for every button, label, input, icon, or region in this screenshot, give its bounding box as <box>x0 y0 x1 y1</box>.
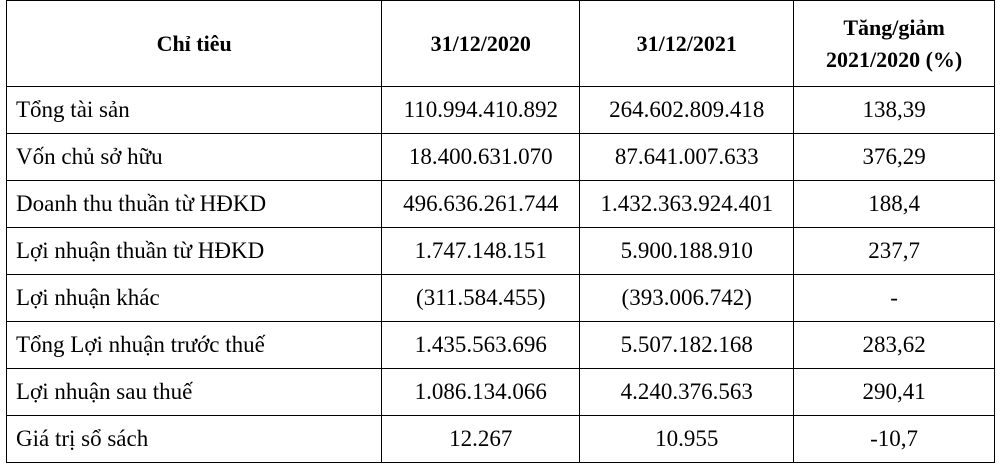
table-row: Lợi nhuận sau thuế 1.086.134.066 4.240.3… <box>5 368 995 416</box>
header-2021: 31/12/2021 <box>579 0 795 87</box>
value-change: 283,62 <box>793 321 995 369</box>
value-2020: 12.267 <box>381 415 581 463</box>
value-change: - <box>793 274 995 322</box>
value-2021: 87.641.007.633 <box>579 133 795 181</box>
value-2021: 10.955 <box>579 415 795 463</box>
value-2020: 110.994.410.892 <box>381 86 581 134</box>
value-2021: 264.602.809.418 <box>579 86 795 134</box>
header-indicator: Chỉ tiêu <box>5 0 383 87</box>
value-2021: 1.432.363.924.401 <box>579 180 795 228</box>
table-row: Tổng tài sản 110.994.410.892 264.602.809… <box>5 86 995 134</box>
value-2020: 18.400.631.070 <box>381 133 581 181</box>
header-change-line2: 2021/2020 (%) <box>825 46 963 72</box>
value-2021: 4.240.376.563 <box>579 368 795 416</box>
value-change: 376,29 <box>793 133 995 181</box>
row-label: Vốn chủ sở hữu <box>5 133 383 181</box>
value-change: -10,7 <box>793 415 995 463</box>
header-change-line1: Tăng/giảm <box>843 14 945 40</box>
value-change: 237,7 <box>793 227 995 275</box>
value-change: 188,4 <box>793 180 995 228</box>
row-label: Tổng tài sản <box>5 86 383 134</box>
value-change: 290,41 <box>793 368 995 416</box>
value-2020: 496.636.261.744 <box>381 180 581 228</box>
value-2020: 1.086.134.066 <box>381 368 581 416</box>
value-2021: 5.900.188.910 <box>579 227 795 275</box>
value-change: 138,39 <box>793 86 995 134</box>
value-2020: 1.435.563.696 <box>381 321 581 369</box>
row-label: Lợi nhuận sau thuế <box>5 368 383 416</box>
row-label: Lợi nhuận khác <box>5 274 383 322</box>
row-label: Lợi nhuận thuần từ HĐKD <box>5 227 383 275</box>
header-2020: 31/12/2020 <box>381 0 581 87</box>
header-change: Tăng/giảm 2021/2020 (%) <box>793 0 995 87</box>
table-row: Doanh thu thuần từ HĐKD 496.636.261.744 … <box>5 180 995 228</box>
table-row: Lợi nhuận khác (311.584.455) (393.006.74… <box>5 274 995 322</box>
table-row: Lợi nhuận thuần từ HĐKD 1.747.148.151 5.… <box>5 227 995 275</box>
value-2020: (311.584.455) <box>381 274 581 322</box>
row-label: Giá trị sổ sách <box>5 415 383 463</box>
row-label: Tổng Lợi nhuận trước thuế <box>5 321 383 369</box>
value-2021: 5.507.182.168 <box>579 321 795 369</box>
table-row: Tổng Lợi nhuận trước thuế 1.435.563.696 … <box>5 321 995 369</box>
value-2021: (393.006.742) <box>579 274 795 322</box>
financial-table: Chỉ tiêu 31/12/2020 31/12/2021 Tăng/giảm… <box>5 0 995 463</box>
row-label: Doanh thu thuần từ HĐKD <box>5 180 383 228</box>
value-2020: 1.747.148.151 <box>381 227 581 275</box>
table-row: Vốn chủ sở hữu 18.400.631.070 87.641.007… <box>5 133 995 181</box>
table-row: Giá trị sổ sách 12.267 10.955 -10,7 <box>5 415 995 463</box>
header-row: Chỉ tiêu 31/12/2020 31/12/2021 Tăng/giảm… <box>5 0 995 87</box>
